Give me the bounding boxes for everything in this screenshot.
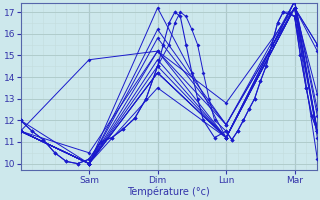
X-axis label: Température (°c): Température (°c) bbox=[127, 186, 210, 197]
